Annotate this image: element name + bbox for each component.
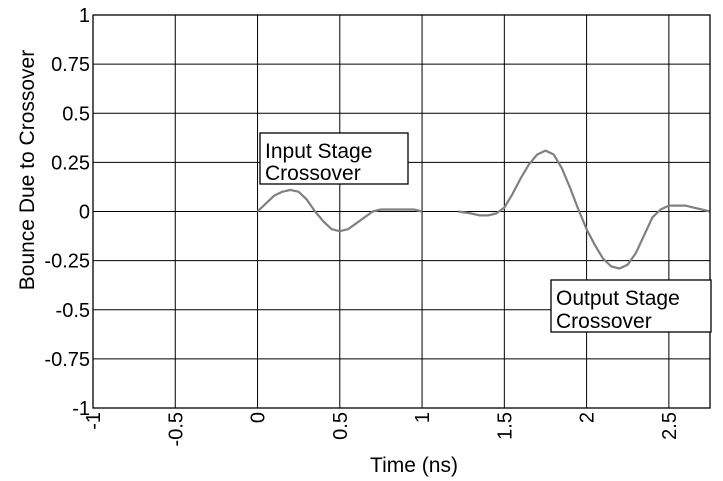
y-tick-label: -0.5 <box>56 300 90 322</box>
y-tick-label: 0.75 <box>51 54 90 76</box>
annotation-input-stage-box <box>259 132 409 185</box>
x-tick-label: 1.5 <box>494 412 516 440</box>
series-line-1 <box>256 188 423 233</box>
x-tick-label: -1 <box>83 412 105 430</box>
annotation-output-stage-box <box>550 279 712 333</box>
x-tick-label: 0 <box>248 412 270 423</box>
y-tick-label: 0.25 <box>51 152 90 174</box>
y-tick-label: -0.25 <box>44 251 90 273</box>
y-tick-label: 0 <box>79 202 90 224</box>
annotation-output-stage-line-2: Crossover <box>556 310 652 333</box>
x-tick-labels: -1 -0.5 0 0.5 1 1.5 2 2.5 <box>83 412 681 446</box>
x-axis-title: Time (ns) <box>370 454 458 477</box>
y-tick-labels: 1 0.75 0.5 0.25 0 -0.25 -0.5 -0.75 -1 <box>44 5 90 420</box>
y-tick-label: 1 <box>79 5 90 27</box>
x-tick-label: 0.5 <box>330 412 352 440</box>
x-tick-label: 1 <box>412 412 434 423</box>
series-line-2 <box>458 149 711 270</box>
annotation-output-stage-line-1: Output Stage <box>556 287 680 310</box>
y-axis-title: Bounce Due to Crossover <box>16 50 39 290</box>
x-tick-label: 2.5 <box>659 412 681 440</box>
y-tick-label: -1 <box>72 398 90 420</box>
y-tick-label: -0.75 <box>44 349 90 371</box>
annotation-input-stage: Input Stage Crossover <box>259 132 409 185</box>
annotation-output-stage: Output Stage Crossover <box>550 279 712 333</box>
y-tick-label: 0.5 <box>62 103 90 125</box>
series-group <box>256 149 711 270</box>
annotation-input-stage-line-1: Input Stage <box>265 140 372 163</box>
annotation-input-stage-line-2: Crossover <box>265 162 361 185</box>
x-tick-label: -0.5 <box>165 412 187 446</box>
plot-frame <box>92 14 711 409</box>
x-tick-label: 2 <box>577 412 599 423</box>
